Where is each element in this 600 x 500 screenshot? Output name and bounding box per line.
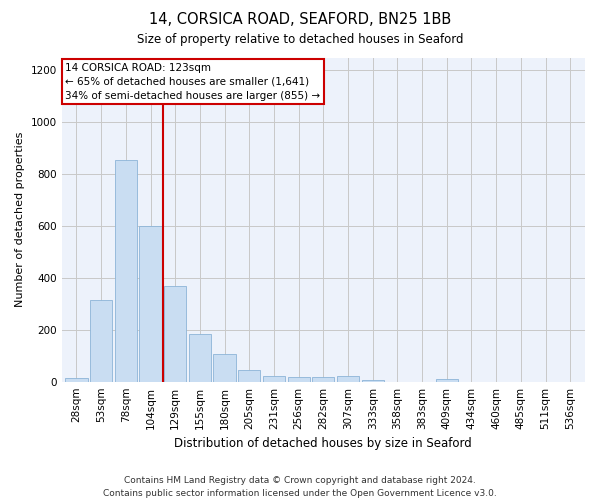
- Bar: [312, 377, 334, 382]
- Text: 14, CORSICA ROAD, SEAFORD, BN25 1BB: 14, CORSICA ROAD, SEAFORD, BN25 1BB: [149, 12, 451, 28]
- Bar: [238, 370, 260, 382]
- Y-axis label: Number of detached properties: Number of detached properties: [15, 132, 25, 308]
- Bar: [65, 378, 88, 382]
- Text: Size of property relative to detached houses in Seaford: Size of property relative to detached ho…: [137, 32, 463, 46]
- Bar: [139, 226, 161, 382]
- Bar: [115, 160, 137, 382]
- Bar: [90, 300, 112, 382]
- X-axis label: Distribution of detached houses by size in Seaford: Distribution of detached houses by size …: [175, 437, 472, 450]
- Text: Contains HM Land Registry data © Crown copyright and database right 2024.
Contai: Contains HM Land Registry data © Crown c…: [103, 476, 497, 498]
- Bar: [214, 354, 236, 382]
- Bar: [337, 376, 359, 382]
- Bar: [436, 378, 458, 382]
- Bar: [287, 377, 310, 382]
- Text: 14 CORSICA ROAD: 123sqm
← 65% of detached houses are smaller (1,641)
34% of semi: 14 CORSICA ROAD: 123sqm ← 65% of detache…: [65, 62, 320, 100]
- Bar: [362, 380, 384, 382]
- Bar: [189, 334, 211, 382]
- Bar: [164, 286, 187, 382]
- Bar: [263, 376, 285, 382]
